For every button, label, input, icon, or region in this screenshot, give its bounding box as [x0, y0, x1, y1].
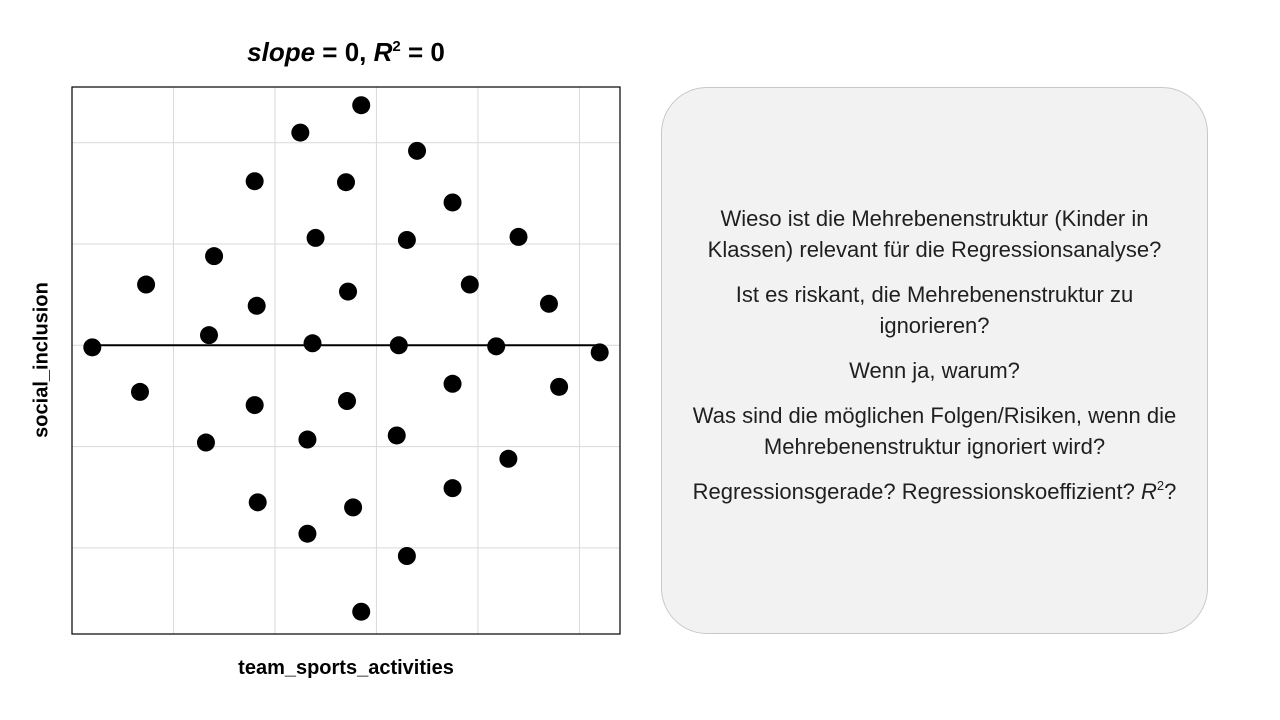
data-point	[298, 524, 317, 543]
plot-frame	[71, 86, 621, 635]
data-point	[245, 172, 264, 191]
data-point	[443, 193, 462, 212]
question-5-end: ?	[1164, 478, 1177, 504]
data-point	[306, 228, 325, 247]
question-4: Was sind die möglichen Folgen/Risiken, w…	[692, 402, 1177, 459]
title-slope-rest: = 0,	[315, 37, 374, 67]
data-point	[352, 602, 371, 621]
data-point	[137, 275, 156, 294]
question-5-superscript: 2	[1156, 477, 1165, 493]
data-point	[130, 382, 149, 401]
question-3: Wenn ja, warum?	[849, 357, 1020, 383]
scatter-plot	[71, 86, 621, 635]
question-panel: Wieso ist die Mehrebenenstruktur (Kinder…	[661, 87, 1208, 634]
data-point	[397, 547, 416, 566]
chart-title: slope = 0, R2 = 0	[72, 30, 620, 74]
data-point	[352, 96, 371, 115]
data-point	[487, 337, 506, 356]
data-point	[408, 141, 427, 160]
data-point	[247, 296, 266, 315]
title-r-letter: R	[373, 37, 393, 67]
data-point	[83, 338, 102, 357]
question-5: Regressionsgerade? Regressionskoeffizien…	[693, 476, 1177, 507]
data-point	[499, 449, 518, 468]
data-point	[590, 343, 609, 362]
data-point	[339, 282, 358, 301]
question-5-r: R	[1141, 478, 1157, 504]
data-points	[83, 96, 609, 621]
data-point	[337, 173, 355, 192]
data-point	[509, 227, 528, 246]
question-5-text: Regressionsgerade? Regressionskoeffizien…	[692, 478, 1135, 504]
data-point	[205, 247, 224, 266]
y-axis-label: social_inclusion	[30, 282, 53, 438]
data-point	[338, 392, 357, 411]
data-point	[200, 326, 218, 345]
data-point	[387, 426, 406, 445]
x-axis-label: team_sports_activities	[238, 657, 454, 679]
question-1: Wieso ist die Mehrebenenstruktur (Kinder…	[707, 205, 1162, 262]
data-point	[539, 294, 558, 313]
question-2: Ist es riskant, die Mehrebenenstruktur z…	[735, 281, 1134, 338]
data-point	[389, 336, 408, 355]
data-point	[303, 334, 322, 353]
data-point	[291, 123, 310, 142]
data-point	[245, 396, 264, 415]
title-r-rest: = 0	[400, 37, 445, 67]
data-point	[550, 377, 569, 396]
plot-area	[72, 87, 620, 634]
title-slope-word: slope	[247, 37, 316, 67]
data-point	[397, 230, 416, 249]
data-point	[443, 374, 462, 393]
title-r-superscript: 2	[392, 38, 401, 55]
data-point	[443, 479, 462, 498]
data-point	[248, 493, 267, 512]
data-point	[460, 275, 479, 294]
data-point	[344, 498, 363, 517]
data-point	[196, 433, 215, 452]
data-point	[298, 430, 317, 449]
